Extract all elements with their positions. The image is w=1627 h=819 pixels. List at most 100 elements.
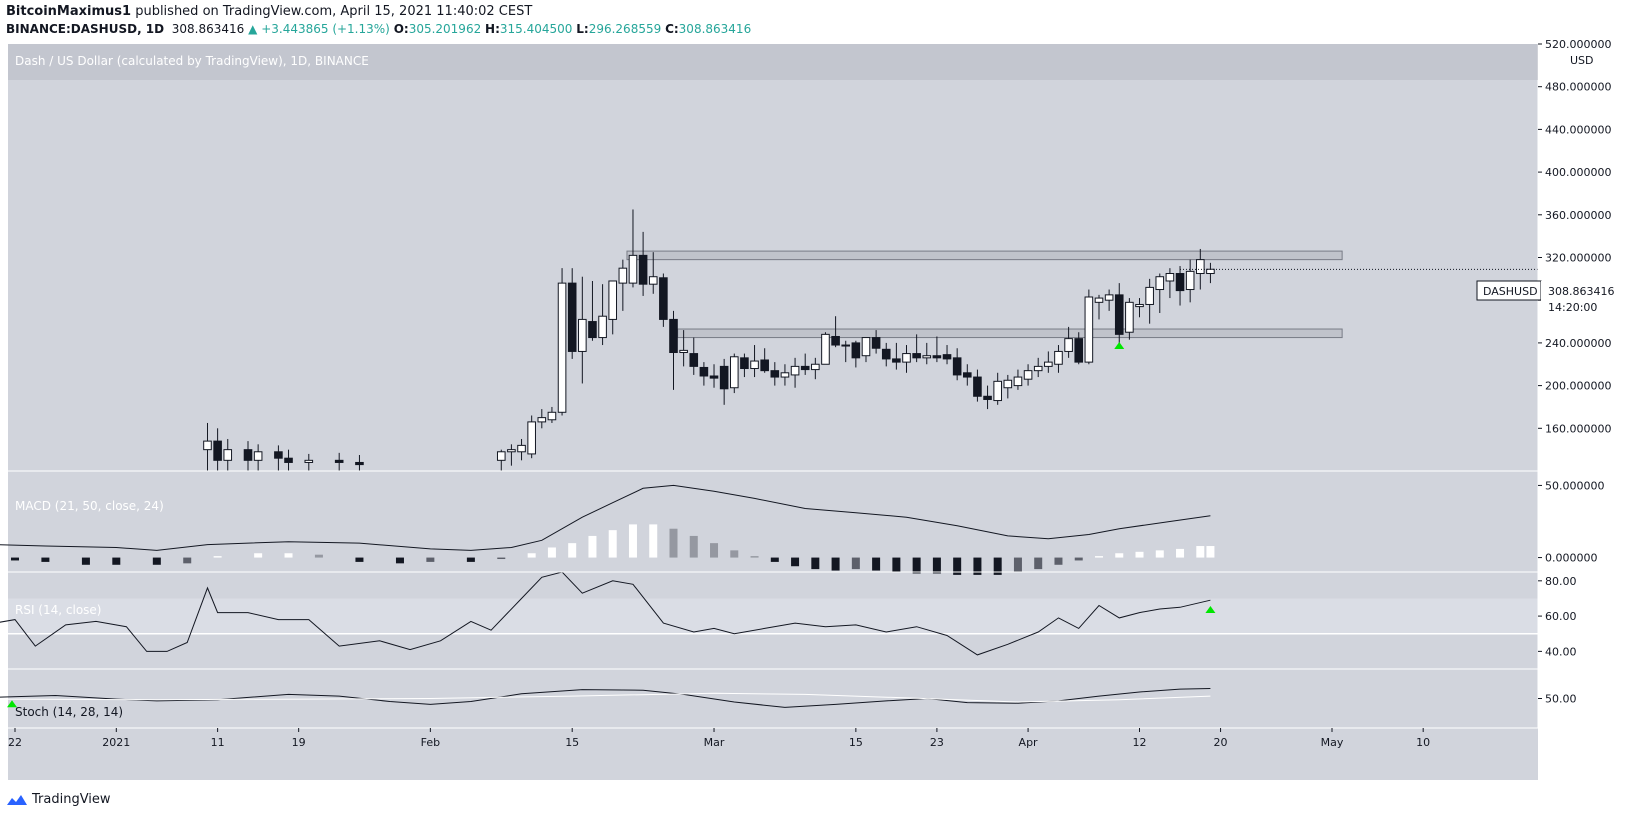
y-tick-label: 240.000000 [1545,337,1611,350]
candle-body [709,375,719,379]
rsi-band [8,598,1538,634]
macd-line [0,484,1211,551]
macd-histogram-bar [953,557,962,575]
candle-body [659,277,668,320]
candle-body [729,356,739,389]
pane-labels: Dash / US Dollar (calculated by TradingV… [8,44,1538,719]
title-strip [8,44,1538,80]
x-tick-label: 15 [849,736,863,749]
candle-body [1064,338,1073,352]
macd-histogram-bar [426,557,435,562]
candle-body [517,444,526,453]
stoch-pane[interactable] [0,688,1211,708]
macd-histogram-bar [872,557,881,571]
price-change: +3.443865 (+1.13%) [261,22,390,36]
macd-histogram-bar [608,530,617,558]
macd-histogram-bar [1176,548,1185,558]
macd-histogram-bar [932,557,941,574]
candle-body [1054,350,1063,365]
author-name[interactable]: BitcoinMaximus1 [6,4,132,19]
price-tag-countdown: 14:20:00 [1548,301,1597,314]
y-tick-label: 80.00 [1545,575,1577,588]
candle-body [578,318,587,352]
macd-pane[interactable] [0,484,1215,575]
price-pane[interactable] [203,209,1538,471]
macd-histogram-bar [152,557,161,565]
y-tick-label: 40.00 [1545,645,1577,658]
candle-body [496,451,506,461]
macd-histogram-bar [1013,557,1022,572]
candle-body [1023,370,1033,380]
macd-histogram-bar [1074,557,1083,561]
symbol-label: BINANCE:DASHUSD, 1D [6,22,165,36]
high-value: 315.404500 [499,22,573,36]
macd-histogram-bar [588,535,597,558]
candle-body [831,335,840,346]
candle-body [740,357,749,370]
candle-body [780,372,790,378]
y-tick-label: 320.000000 [1545,252,1611,265]
candle-body [1155,276,1165,291]
macd-histogram-bar [314,554,323,558]
candle-body [1145,286,1154,305]
macd-histogram-bar [1135,551,1144,558]
y-tick-label: 160.000000 [1545,422,1611,435]
x-tick-label: 11 [211,736,225,749]
candle-body [770,370,780,378]
macd-histogram-bar [568,543,577,558]
x-tick-label: 10 [1416,736,1430,749]
macd-histogram-bar [1115,553,1124,558]
candle-body [871,337,881,349]
macd-histogram-bar [466,557,475,562]
x-tick-label: Mar [704,736,725,749]
ohlc-header: BINANCE:DASHUSD, 1D 308.863416 ▲ +3.4438… [6,22,751,36]
x-tick-label: Apr [1019,736,1039,749]
macd-histogram-bar [892,557,901,572]
rsi-pane[interactable] [0,571,1538,656]
candle-body [750,360,759,370]
candle-body [1094,297,1104,303]
low-value: 296.268559 [588,22,662,36]
candle-body [567,282,577,352]
macd-histogram-bar [689,535,698,558]
candle-body [962,372,972,378]
macd-histogram-bar [81,557,90,565]
brand-name: TradingView [32,792,111,807]
macd-histogram-bar [254,553,263,558]
candle-body [1114,294,1124,335]
macd-histogram-bar [183,557,192,564]
chart-title: Dash / US Dollar (calculated by TradingV… [15,54,369,68]
y-tick-label: 0.000000 [1545,552,1598,565]
symbol-tag: DASHUSD [1483,285,1538,298]
macd-histogram-bar [355,557,364,562]
buy-signal-marker [1114,342,1125,350]
candle-body [304,459,314,463]
x-tick-label: 12 [1133,736,1147,749]
macd-histogram-bar [791,557,800,567]
candle-body [861,337,871,357]
macd-histogram-bar [527,553,536,558]
candle-body [638,254,648,285]
candle-body [1135,303,1144,308]
candle-body [1074,338,1084,363]
candle-body [618,267,628,284]
y-tick-label: 480.000000 [1545,81,1611,94]
x-tick-label: 20 [1214,736,1228,749]
candle-body [821,333,830,365]
candle-body [1104,294,1114,301]
candle-body [932,355,942,359]
y-unit-label: USD [1570,54,1594,67]
candle-body [851,342,861,359]
macd-histogram-bar [1054,557,1063,565]
candle-body [557,282,567,413]
macd-histogram-bar [669,528,678,558]
candle-body [719,365,729,390]
open-label: O: [393,22,409,36]
macd-histogram-bar [1034,557,1043,570]
candle-body [274,451,283,459]
candle-body [993,380,1002,402]
candle-body [881,348,891,360]
y-tick-label: 400.000000 [1545,166,1611,179]
footer-brand[interactable]: TradingView [6,792,111,807]
